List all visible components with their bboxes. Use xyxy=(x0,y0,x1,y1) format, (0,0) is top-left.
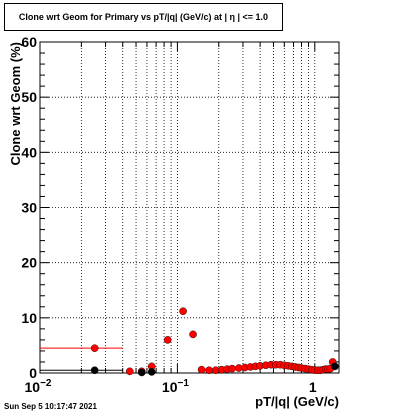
grid-lines xyxy=(39,41,339,374)
y-tick-label: 50 xyxy=(21,89,37,105)
data-point xyxy=(197,365,206,374)
y-tick-label: 30 xyxy=(21,200,37,216)
data-point xyxy=(125,367,134,376)
chart-title-box: Clone wrt Geom for Primary vs pT/|q| (Ge… xyxy=(4,3,283,31)
plot-frame xyxy=(39,41,340,374)
data-point xyxy=(189,330,197,339)
data-point xyxy=(90,344,99,352)
y-tick-label: 0 xyxy=(29,365,37,381)
data-point xyxy=(228,364,236,373)
data-points xyxy=(40,307,339,377)
x-tick-label: 10−1 xyxy=(162,378,189,395)
y-tick-label: 60 xyxy=(21,34,37,50)
x-tick-label: 10−2 xyxy=(25,378,52,395)
y-axis-ticks: 0 10 20 30 40 50 60 xyxy=(21,34,339,381)
plot-border xyxy=(39,41,340,374)
data-point xyxy=(163,336,172,344)
data-point xyxy=(137,368,146,377)
y-tick-label: 10 xyxy=(21,310,37,326)
x-tick-label: 1 xyxy=(309,379,317,395)
y-axis-label: Clone wrt Geom (%) xyxy=(8,42,23,166)
data-point xyxy=(147,368,156,376)
data-point xyxy=(331,362,339,371)
y-tick-label: 20 xyxy=(21,255,37,271)
x-axis-label: pT/|q| (GeV/c) xyxy=(255,394,339,409)
y-tick-label: 40 xyxy=(21,144,37,160)
datestamp: Sun Sep 5 10:17:47 2021 xyxy=(4,402,97,411)
data-point xyxy=(205,366,213,375)
data-point xyxy=(90,366,99,375)
chart-title: Clone wrt Geom for Primary vs pT/|q| (Ge… xyxy=(18,12,269,22)
data-point xyxy=(179,307,187,316)
